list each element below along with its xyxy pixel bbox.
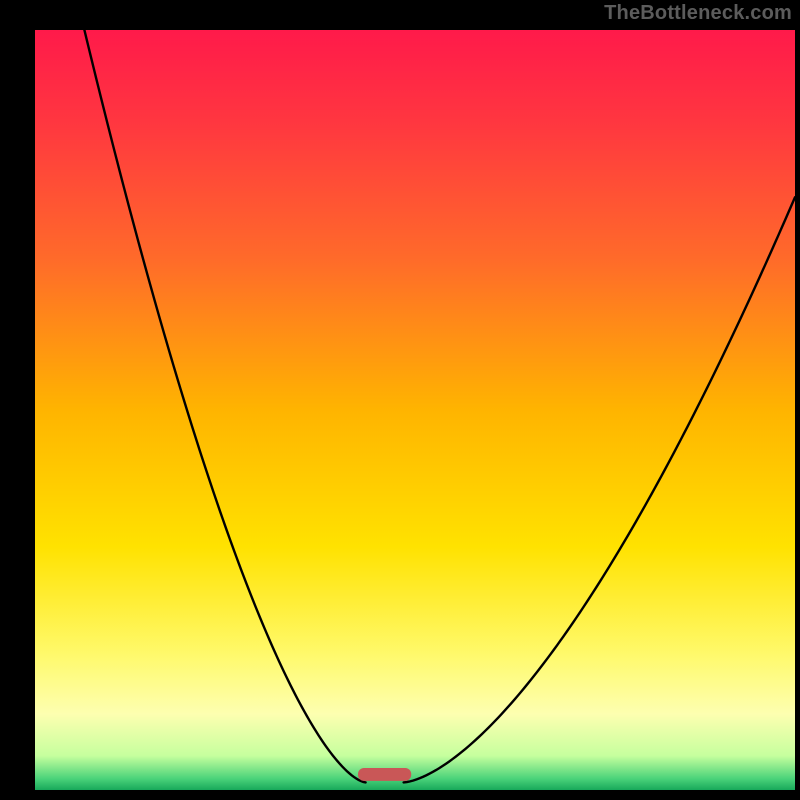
watermark-text: TheBottleneck.com	[604, 2, 792, 25]
valley-marker-group	[358, 768, 411, 781]
chart-svg	[35, 30, 795, 790]
plot-background	[35, 30, 795, 790]
chart-frame: TheBottleneck.com	[0, 0, 800, 800]
plot-area	[35, 30, 795, 790]
valley-marker	[358, 768, 411, 781]
